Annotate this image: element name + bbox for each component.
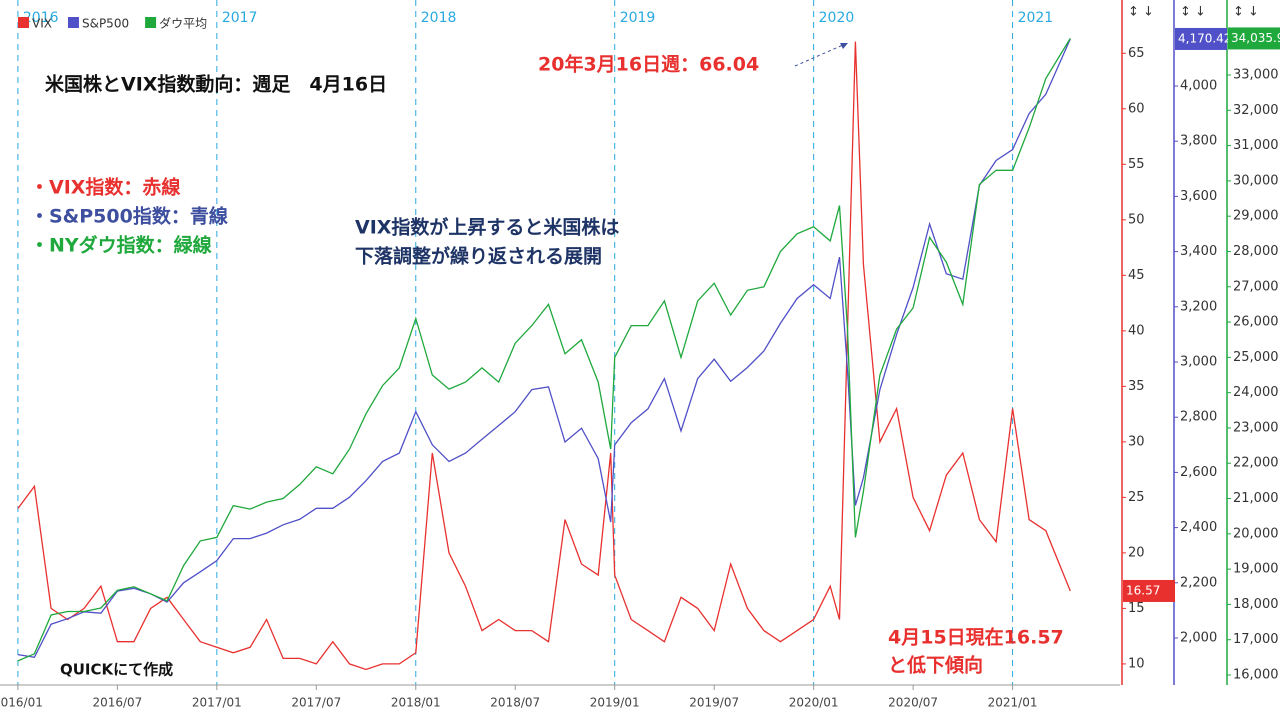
y-tick-label: 20: [1128, 545, 1145, 560]
y-tick-label: 17,000: [1233, 632, 1279, 647]
y-tick-label: 35: [1128, 379, 1145, 394]
year-label: 2018: [421, 10, 457, 26]
year-label: 2019: [620, 10, 656, 26]
y-tick-label: 3,400: [1180, 244, 1217, 259]
grid: 2016 2017 2018 2019 2020 2021: [17, 0, 1054, 685]
y-tick-label: 55: [1128, 157, 1145, 172]
current-annotation: と低下傾向: [888, 654, 983, 677]
current-value-label: 34,035.95: [1231, 31, 1280, 45]
legend-label: S&P500: [82, 17, 129, 31]
y-tick-label: 18,000: [1233, 597, 1279, 612]
y-tick-label: 2,400: [1180, 520, 1217, 535]
y-tick-label: 23,000: [1233, 420, 1279, 435]
y-tick-label: 3,200: [1180, 299, 1217, 314]
note: ・S&P500指数：青線: [30, 205, 228, 228]
series-line: [17, 41, 1071, 671]
year-label: 2016: [23, 10, 59, 26]
lines: [17, 38, 1071, 671]
current-value-box: [1228, 27, 1280, 50]
year-label: 2017: [222, 10, 258, 26]
y-tick-label: 3,000: [1180, 354, 1217, 369]
y-tick-label: 2,600: [1180, 465, 1217, 480]
subtitle: VIX指数が上昇すると米国株は: [355, 216, 619, 239]
y-tick-label: 2,000: [1180, 630, 1217, 645]
arrow-head: [840, 43, 848, 49]
y-tick-label: 30: [1128, 434, 1145, 449]
axis-button: ↕ ↓: [1180, 5, 1206, 20]
year-label: 2021: [1018, 10, 1054, 26]
y-tick-label: 26,000: [1233, 315, 1279, 330]
y-tick-label: 32,000: [1233, 103, 1279, 118]
y-tick-label: 24,000: [1233, 385, 1279, 400]
y-tick-label: 30,000: [1233, 173, 1279, 188]
current-annotation: 4月15日現在16.57: [888, 626, 1064, 649]
current-value-label: 4,170.42: [1178, 31, 1231, 45]
x-tick-label: 2019/01: [590, 696, 640, 710]
y-tick-label: 40: [1128, 323, 1145, 338]
subtitle: 下落調整が繰り返される展開: [355, 245, 602, 268]
x-tick-label: 2020/07: [888, 696, 938, 710]
legend-swatch: [145, 17, 157, 28]
source: QUICKにて作成: [60, 661, 173, 679]
x-tick-label: 2016/01: [0, 696, 43, 710]
current-value-box: [1175, 27, 1227, 50]
y-tick-label: 2,800: [1180, 410, 1217, 425]
y-tick-label: 16,000: [1233, 668, 1279, 683]
y-tick-label: 31,000: [1233, 138, 1279, 153]
legend-swatch: [18, 17, 29, 28]
y-tick-label: 10: [1128, 656, 1145, 671]
y-tick-label: 21,000: [1233, 491, 1279, 506]
y-tick-label: 15: [1128, 601, 1145, 616]
y-tick-label: 60: [1128, 101, 1145, 116]
x-tick-label: 2016/07: [92, 696, 142, 710]
y-tick-label: 25,000: [1233, 350, 1279, 365]
series-line: [17, 38, 1071, 659]
note: ・VIX指数：赤線: [30, 176, 180, 199]
chart-title: 米国株とVIX指数動向：週足 4月16日: [45, 73, 387, 96]
x-tick-label: 2017/07: [291, 696, 341, 710]
year-label: 2020: [819, 10, 855, 26]
x-tick-label: 2017/01: [192, 696, 242, 710]
axis-button: ↕ ↓: [1128, 5, 1154, 20]
y-tick-label: 3,800: [1180, 134, 1217, 149]
current-value-label: 16.57: [1126, 583, 1160, 597]
annotation-arrow: [794, 44, 844, 67]
y-tick-label: 65: [1128, 46, 1145, 61]
current-value-box: [1123, 579, 1175, 602]
y-tick-label: 3,600: [1180, 189, 1217, 204]
x-tick-label: 2019/07: [689, 696, 739, 710]
legend-label: VIX: [32, 17, 52, 31]
peak-annotation: 20年3月16日週：66.04: [538, 53, 759, 76]
x-tick-label: 2018/01: [391, 696, 441, 710]
y-tick-label: 45: [1128, 268, 1145, 283]
y-tick-label: 22,000: [1233, 456, 1279, 471]
x-tick-label: 2020/01: [789, 696, 839, 710]
y-tick-label: 27,000: [1233, 279, 1279, 294]
y-tick-label: 29,000: [1233, 209, 1279, 224]
y-tick-label: 20,000: [1233, 526, 1279, 541]
y-tick-label: 28,000: [1233, 244, 1279, 259]
y-tick-label: 50: [1128, 212, 1145, 227]
axis-button: ↕ ↓: [1233, 5, 1259, 20]
note: ・NYダウ指数：緑線: [30, 234, 212, 257]
y-tick-label: 25: [1128, 490, 1145, 505]
y-tick-label: 33,000: [1233, 68, 1279, 83]
series-line: [17, 38, 1071, 662]
y-tick-label: 19,000: [1233, 562, 1279, 577]
x-tick-label: 2018/07: [490, 696, 540, 710]
y-tick-label: 2,200: [1180, 575, 1217, 590]
legend-swatch: [67, 17, 79, 28]
legend-label: ダウ平均: [159, 16, 207, 31]
y-tick-label: 4,000: [1180, 79, 1217, 94]
x-tick-label: 2021/01: [988, 696, 1038, 710]
